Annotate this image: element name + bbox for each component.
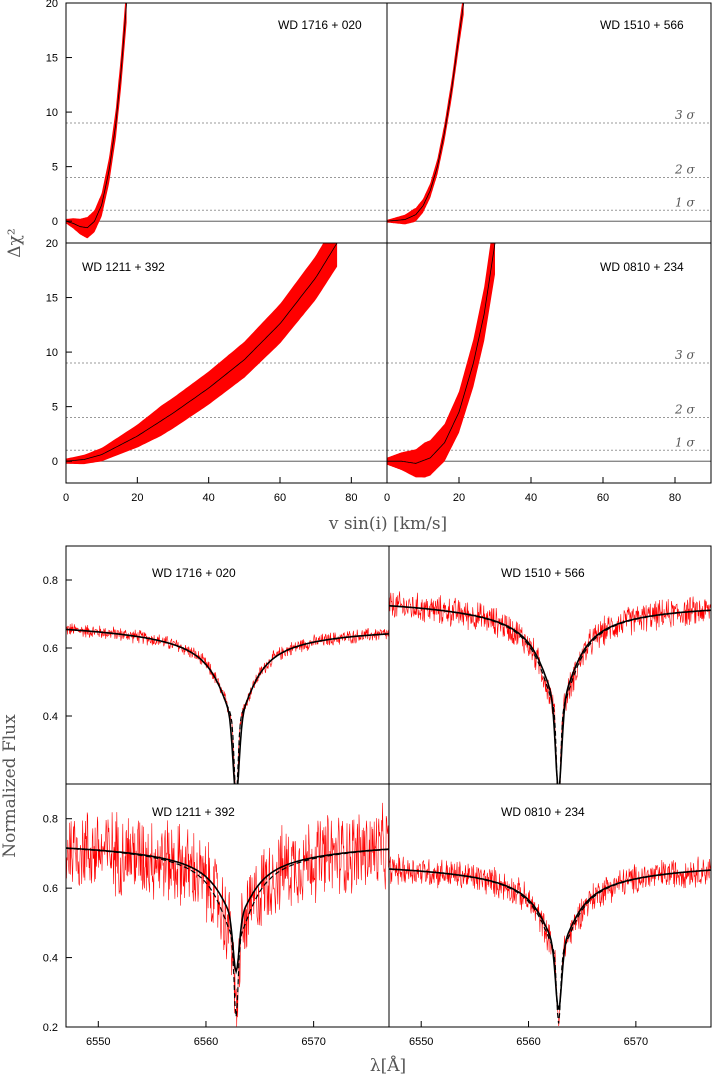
sigma-label: 3 σ: [675, 108, 695, 122]
delta-chi2-curve: [387, 243, 496, 464]
panel-label-WD1716020: WD 1716 + 020: [278, 18, 362, 32]
delta-chi2-curve: [66, 3, 127, 229]
uncertainty-band: [387, 3, 464, 225]
model-best-fit: [389, 868, 711, 1010]
sigma-label: 1 σ: [675, 195, 695, 209]
model-best-fit: [66, 847, 389, 975]
model-nonrotating: [389, 868, 711, 1024]
x-tick-label: 0: [63, 492, 69, 504]
sigma-label: 2 σ: [674, 163, 695, 177]
y-tick-label: 0: [52, 216, 58, 228]
x-tick-label: 6570: [624, 1036, 648, 1048]
uncertainty-band: [66, 243, 338, 465]
observed-spectrum: [389, 591, 711, 784]
y-tick-label: 0.6: [43, 883, 58, 895]
y-tick-label: 0.4: [43, 953, 58, 965]
x-axis-title-vsini: v sin(i) [km/s]: [328, 514, 447, 534]
x-tick-label: 60: [274, 492, 286, 504]
x-tick-label: 6550: [409, 1036, 433, 1048]
y-tick-label: 5: [52, 402, 58, 414]
x-tick-label: 20: [131, 492, 143, 504]
x-tick-label: 6570: [301, 1036, 325, 1048]
sigma-label: 2 σ: [674, 403, 695, 417]
y-tick-label: 0.8: [43, 575, 58, 587]
uncertainty-band: [66, 3, 127, 239]
x-tick-label: 40: [203, 492, 215, 504]
panel-label-WD0810234: WD 0810 + 234: [600, 260, 684, 274]
y-tick-label: 0.8: [43, 814, 58, 826]
panel-label-WD1211392: WD 1211 + 392: [82, 260, 165, 274]
x-tick-label: 20: [453, 492, 465, 504]
panel-label-WD1510566: WD 1510 + 566: [600, 18, 684, 32]
y-tick-label: 15: [46, 293, 58, 305]
observed-spectrum: [66, 802, 389, 1027]
y-tick-label: 20: [46, 238, 58, 250]
x-tick-label: 6550: [86, 1036, 110, 1048]
uncertainty-band: [387, 243, 495, 478]
panel-label-WD0810234: WD 0810 + 234: [501, 805, 585, 819]
x-tick-label: 80: [345, 492, 357, 504]
panel-label-WD1510566: WD 1510 + 566: [501, 566, 585, 580]
sigma-label: 3 σ: [675, 348, 695, 362]
model-nonrotating: [66, 628, 389, 784]
delta-chi2-curve: [387, 3, 465, 222]
y-tick-label: 10: [46, 347, 58, 359]
x-axis-title-wavelength: λ[Å]: [370, 1055, 406, 1076]
delta-chi2-curve: [66, 243, 338, 462]
sigma-label: 1 σ: [675, 435, 695, 449]
y-tick-label: 15: [46, 53, 58, 65]
y-tick-label: 0.6: [43, 643, 58, 655]
y-tick-label: 0.4: [43, 711, 58, 723]
y-axis-title-flux: Normalized Flux: [0, 714, 20, 858]
y-tick-label: 0.2: [43, 1022, 58, 1034]
panel-label-WD1716020: WD 1716 + 020: [152, 566, 236, 580]
y-tick-label: 5: [52, 162, 58, 174]
x-tick-label: 40: [525, 492, 537, 504]
panel-label-WD1211392: WD 1211 + 392: [152, 805, 235, 819]
x-tick-label: 0: [384, 492, 390, 504]
y-tick-label: 0: [52, 456, 58, 468]
model-nonrotating: [66, 847, 389, 1017]
x-tick-label: 6560: [516, 1036, 540, 1048]
x-tick-label: 80: [669, 492, 681, 504]
y-axis-title-deltachi2: Δχ²: [5, 228, 25, 257]
model-best-fit: [66, 628, 389, 784]
model-nonrotating: [389, 605, 711, 784]
observed-spectrum: [66, 623, 389, 784]
y-tick-label: 10: [46, 107, 58, 119]
x-tick-label: 60: [597, 492, 609, 504]
model-best-fit: [389, 604, 711, 784]
y-tick-label: 20: [46, 0, 58, 10]
observed-spectrum: [389, 853, 711, 1027]
x-tick-label: 6560: [194, 1036, 218, 1048]
